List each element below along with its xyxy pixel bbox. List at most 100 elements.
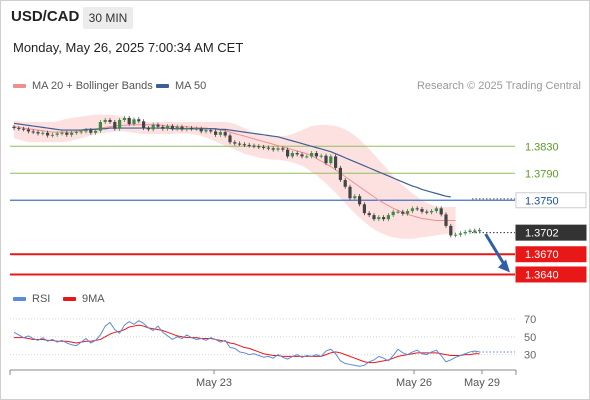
candle-body <box>194 128 198 130</box>
candle-body <box>166 126 170 129</box>
candle-body <box>94 130 98 133</box>
candle-body <box>286 149 290 157</box>
candle-body <box>22 128 26 130</box>
legend-9ma: 9MA <box>63 293 105 305</box>
ma50-line <box>13 122 451 198</box>
candle <box>338 165 342 183</box>
candle <box>41 130 45 136</box>
bollinger-band <box>14 114 456 239</box>
candle-body <box>228 135 232 143</box>
candle <box>74 130 78 135</box>
legend-bollinger: MA 20 + Bollinger Bands <box>13 80 153 92</box>
level-label-0: 1.3830 <box>525 141 559 153</box>
candle <box>262 144 266 150</box>
candle-body <box>12 126 16 129</box>
candle <box>79 129 83 135</box>
candle <box>406 209 410 216</box>
candle-body <box>103 119 107 122</box>
candle <box>391 209 395 218</box>
candle-body <box>151 124 155 130</box>
candle <box>449 223 453 238</box>
timeframe-button[interactable]: 30 MIN <box>83 7 133 29</box>
legend-rsi-label: RSI <box>32 293 51 305</box>
candle-body <box>290 153 294 157</box>
candle-body <box>310 153 314 157</box>
candle <box>84 128 88 134</box>
candle <box>444 212 448 228</box>
legend-rsi: RSI <box>13 293 50 305</box>
candle-body <box>382 217 386 220</box>
candle-body <box>132 119 136 125</box>
candle-body <box>386 215 390 220</box>
candle-body <box>50 134 54 136</box>
candle-body <box>391 211 395 216</box>
candle <box>367 211 371 218</box>
level-label-text: 1.3790 <box>525 168 559 180</box>
candle-body <box>410 208 414 212</box>
candle-body <box>353 196 357 199</box>
candle-body <box>60 132 64 134</box>
candle <box>185 126 189 132</box>
candle-body <box>146 128 150 130</box>
candle <box>175 124 179 131</box>
candle <box>146 126 150 132</box>
candle <box>94 128 98 135</box>
candle <box>478 227 482 234</box>
candle-body <box>473 230 477 232</box>
candle-body <box>55 133 59 135</box>
rsi-tick-label: 30 <box>524 350 536 362</box>
candle <box>89 128 93 135</box>
candle-body <box>31 131 35 133</box>
candle <box>415 206 419 212</box>
candle-body <box>180 126 184 130</box>
candle-body <box>156 124 160 127</box>
candle-body <box>204 130 208 132</box>
candle <box>156 122 160 129</box>
candle <box>137 117 141 124</box>
candle <box>420 207 424 214</box>
candle-body <box>372 215 376 220</box>
candle <box>473 228 477 234</box>
rsi-tick-label: 70 <box>524 314 536 326</box>
candle <box>12 124 16 131</box>
candle <box>55 131 59 137</box>
candle-body <box>319 155 323 157</box>
candle-body <box>262 146 266 148</box>
candle <box>36 130 40 136</box>
candle <box>209 128 213 134</box>
candle <box>26 127 30 134</box>
candle-body <box>425 211 429 213</box>
candle <box>113 119 117 131</box>
candle <box>310 151 314 159</box>
legend-bollinger-label: MA 20 + Bollinger Bands <box>32 80 153 92</box>
legend-ma50-label: MA 50 <box>175 80 207 92</box>
candle-body <box>252 145 256 147</box>
candle-body <box>142 121 146 129</box>
candle <box>401 209 405 216</box>
candle-body <box>127 117 131 125</box>
level-label-3: 1.3702 <box>515 224 587 241</box>
candle <box>410 206 414 214</box>
candle-body <box>137 119 141 122</box>
candle <box>70 130 74 137</box>
legend-swatch-9ma <box>63 297 76 302</box>
candle <box>458 231 462 237</box>
rsi-tick-label: 50 <box>524 332 536 344</box>
x-axis-label: May 23 <box>196 377 232 389</box>
candle-body <box>247 144 251 146</box>
candle <box>377 215 381 222</box>
candle <box>372 213 376 222</box>
candle-body <box>362 204 366 214</box>
level-label-5: 1.3640 <box>515 266 587 283</box>
candle-body <box>266 147 270 149</box>
legend-swatch-ma50 <box>156 84 169 89</box>
candle <box>228 133 232 145</box>
candle <box>305 154 309 159</box>
candle <box>60 130 64 136</box>
candle <box>132 117 136 127</box>
candle-body <box>300 154 304 157</box>
level-label-1: 1.3790 <box>525 168 559 180</box>
candle-body <box>468 230 472 232</box>
candle-body <box>242 144 246 146</box>
candle-body <box>65 132 69 135</box>
